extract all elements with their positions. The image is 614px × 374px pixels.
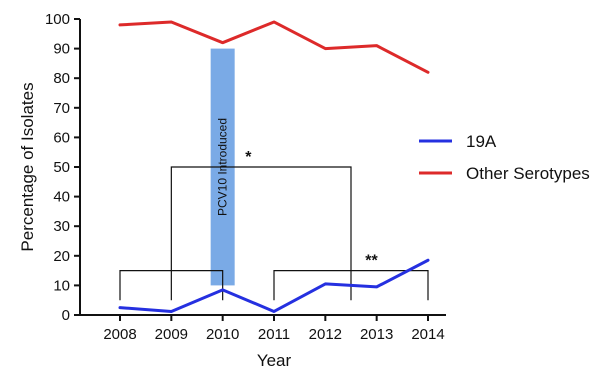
- y-axis-title: Percentage of Isolates: [18, 82, 37, 251]
- x-tick-label: 2011: [258, 326, 290, 343]
- significance-bracket-2: [170, 166, 352, 301]
- y-tick-label: 100: [45, 11, 70, 28]
- legend-label-1: Other Serotypes: [466, 164, 590, 183]
- x-tick-label: 2014: [411, 326, 444, 343]
- y-tick-label: 80: [53, 70, 70, 87]
- y-tick-label: 40: [53, 189, 70, 206]
- significance-mark-0: *: [245, 149, 252, 166]
- axes: 0 10 20 30 40 50 60 70 80 90 100 2008 2009 2010 2011 20…: [45, 11, 446, 343]
- y-tick-label: 0: [62, 307, 70, 324]
- x-tick-label: 2013: [360, 326, 393, 343]
- y-tick-label: 10: [53, 277, 70, 294]
- y-tick-label: 60: [53, 129, 70, 146]
- significance-mark-1: **: [365, 253, 378, 270]
- y-tick-label: 70: [53, 100, 70, 117]
- series-line-1: [118, 20, 430, 74]
- x-tick-label: 2012: [309, 326, 342, 343]
- y-tick-label: 20: [53, 248, 70, 265]
- series-lines: [118, 20, 430, 313]
- legend-label-0: 19A: [466, 132, 497, 151]
- y-tick-label: 30: [53, 218, 70, 235]
- x-tick-label: 2009: [155, 326, 188, 343]
- y-tick-label: 90: [53, 41, 70, 58]
- series-line-0: [118, 258, 430, 313]
- significance-brackets: ***: [119, 149, 429, 301]
- x-tick-label: 2010: [206, 326, 239, 343]
- x-axis-title: Year: [257, 351, 292, 370]
- x-tick-label: 2008: [103, 326, 136, 343]
- y-tick-label: 50: [53, 159, 70, 176]
- legend: 19A Other Serotypes: [419, 132, 590, 183]
